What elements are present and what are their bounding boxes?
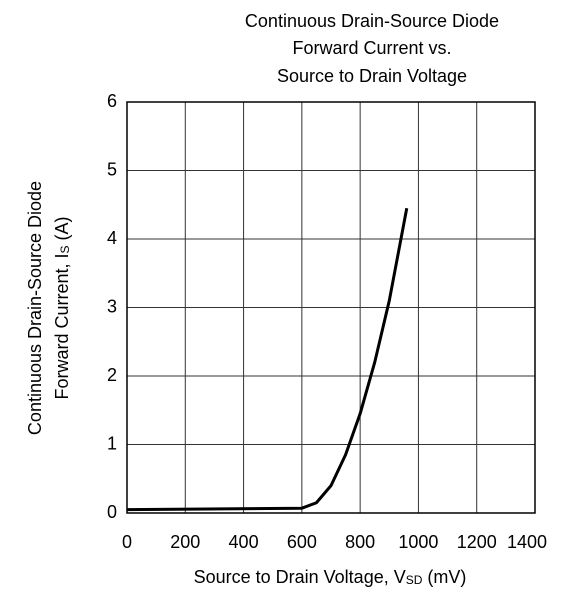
data-line [126,207,409,512]
y-tick-label: 4 [107,228,117,248]
y-tick-label: 5 [107,159,117,179]
y-axis-label: Continuous Drain-Source Diode Forward Cu… [25,181,72,435]
y-axis-label-line: Continuous Drain-Source Diode [25,181,45,435]
chart-title: Continuous Drain-Source Diode [245,11,499,31]
chart-title: Source to Drain Voltage [277,66,467,86]
chart-title: Forward Current vs. [292,38,451,58]
x-tick-label: 1400 [507,532,547,552]
x-tick-label: 600 [287,532,317,552]
y-axis-label-line: Forward Current, IS (A) [52,216,72,399]
y-tick-label: 6 [107,91,117,111]
x-tick-label: 1200 [457,532,497,552]
x-tick-label: 1000 [398,532,438,552]
plot-border [126,101,536,514]
x-tick-label: 800 [345,532,375,552]
x-tick-label: 0 [122,532,132,552]
y-tick-label: 1 [107,433,117,453]
y-tick-label: 2 [107,365,117,385]
x-tick-label: 400 [229,532,259,552]
x-tick-label: 200 [170,532,200,552]
y-tick-label: 3 [107,296,117,316]
y-tick-label: 0 [107,502,117,522]
x-axis-label: Source to Drain Voltage, VSD (mV) [194,567,467,587]
